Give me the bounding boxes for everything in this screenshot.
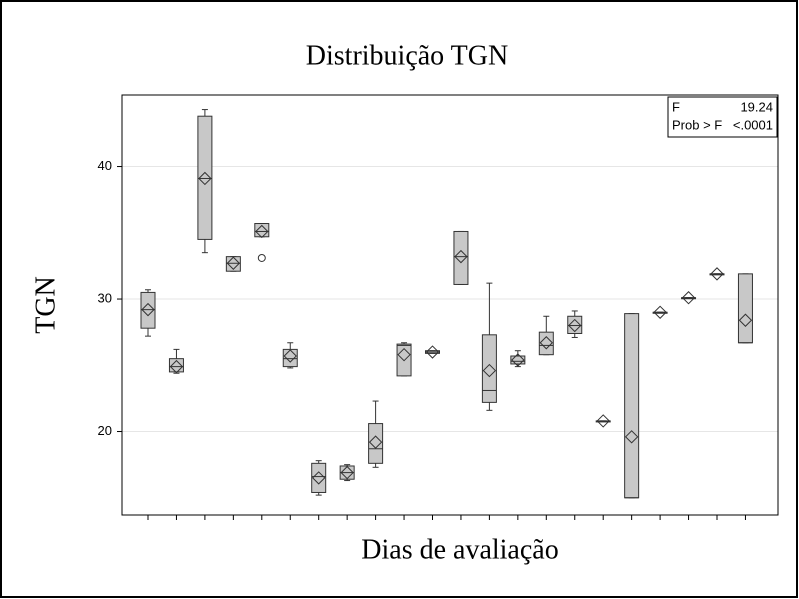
mean-diamond [255,224,269,239]
y-axis-label: TGN [30,276,61,334]
stat-label: Prob > F [672,117,722,132]
mean-diamond [511,353,525,367]
mean-diamond [283,349,297,363]
box [481,334,497,403]
box [538,331,554,356]
mean-diamond [226,256,241,270]
chart-title: Distribuição TGN [306,40,508,71]
stat-label: F [672,99,680,114]
mean-diamond [624,430,639,444]
stat-value: 19.24 [740,99,773,114]
mean-diamond [141,302,155,317]
mean-diamond [368,435,383,449]
mean-diamond [311,471,326,485]
stats-box [667,96,778,138]
plot-frame [121,94,779,516]
mean-diamond [482,363,497,378]
box [311,462,327,493]
y-tick-label: 30 [98,290,112,305]
mean-diamond [454,249,468,264]
box [624,313,640,499]
mean-diamond [198,171,212,186]
mean-diamond [425,345,440,359]
y-tick-label: 20 [98,423,112,438]
mean-diamond [539,336,554,350]
mean-diamond [681,291,696,305]
mean-diamond [653,305,667,319]
box [737,273,753,344]
stat-value: <.0001 [733,117,773,132]
mean-diamond [568,318,582,333]
mean-diamond [710,267,724,281]
box [282,348,298,368]
box [368,423,384,464]
box [140,291,156,329]
box [567,315,583,334]
mean-diamond [738,313,753,327]
mean-diamond [397,347,411,362]
mean-diamond [169,359,184,374]
box [197,115,213,240]
y-tick-label: 40 [98,158,112,173]
box [453,230,469,285]
x-axis-label: Dias de avaliação [361,534,558,565]
mean-diamond [596,414,610,428]
mean-diamond [340,465,354,480]
outlier [257,253,266,262]
box [510,355,526,365]
